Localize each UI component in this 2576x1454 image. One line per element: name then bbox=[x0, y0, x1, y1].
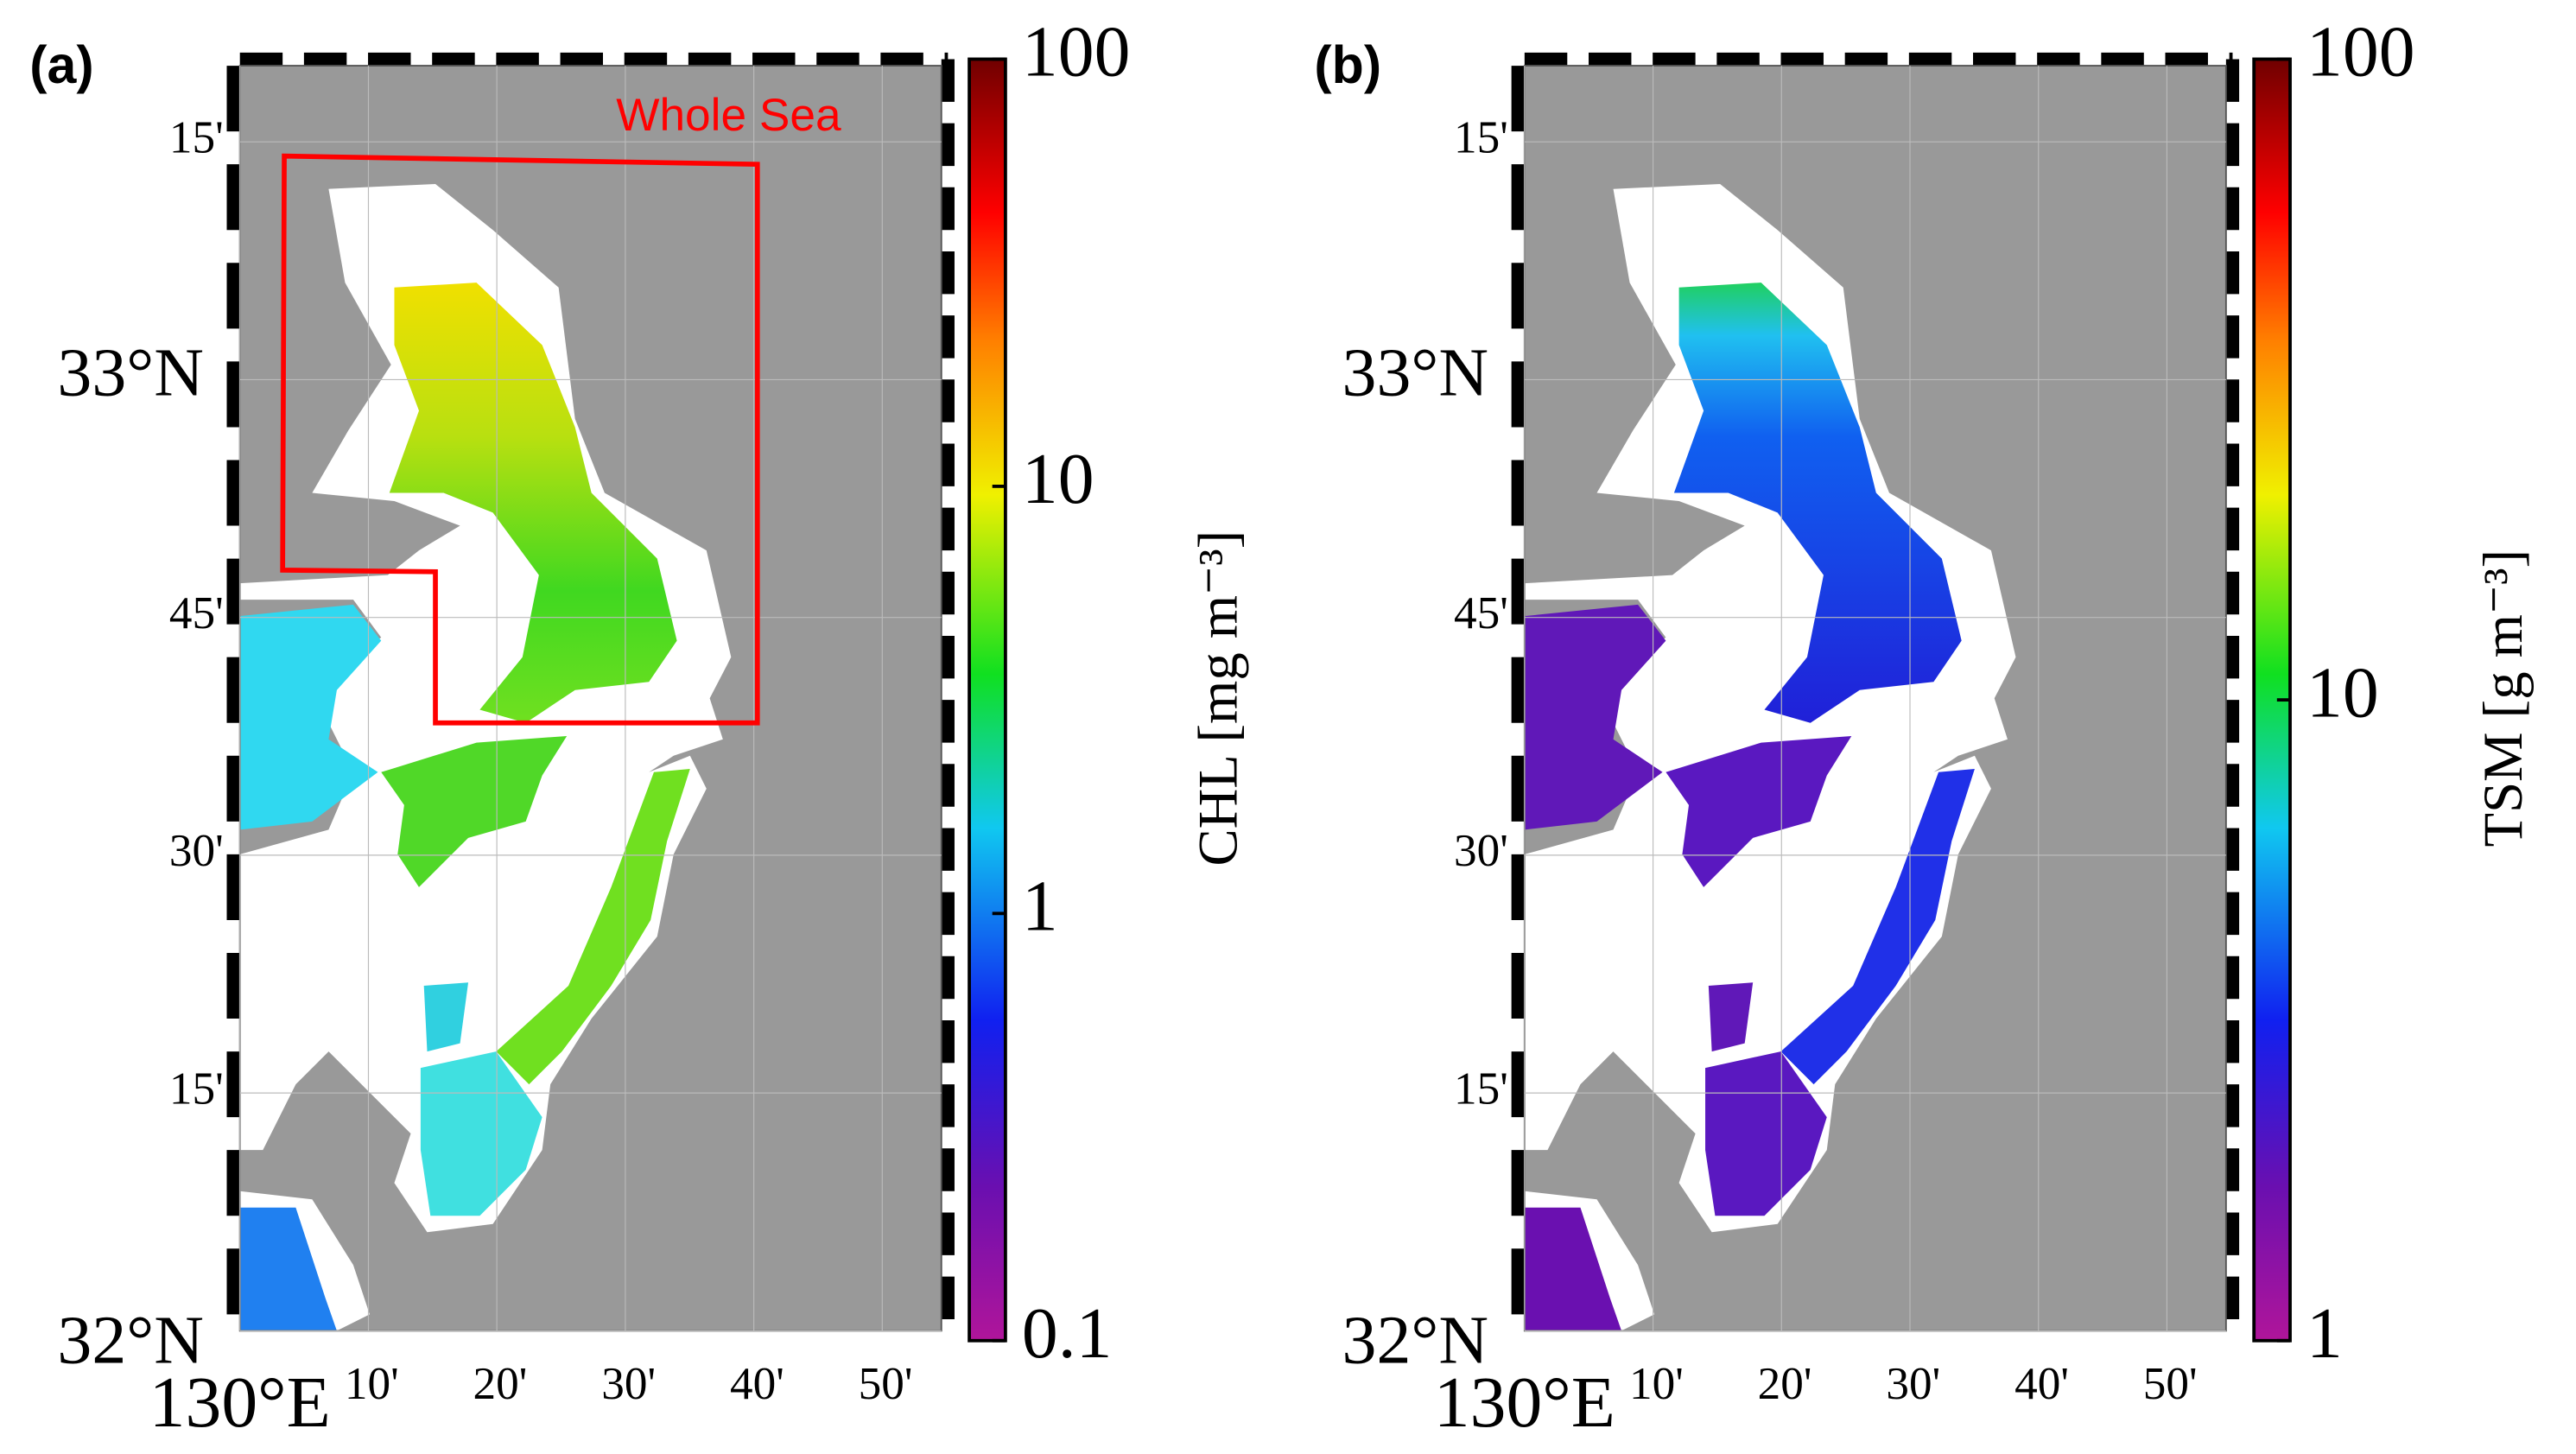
data-field bbox=[423, 982, 469, 1052]
colorbar-tick-label: 1 bbox=[1022, 867, 1058, 947]
x-tick-label: 10' bbox=[345, 1358, 399, 1409]
colorbar-tick-label: 1 bbox=[2306, 1293, 2343, 1374]
panel-label: (a) bbox=[29, 35, 93, 94]
region-outline bbox=[280, 153, 760, 726]
data-field bbox=[239, 1207, 337, 1331]
x-tick-label: 20' bbox=[1758, 1358, 1812, 1409]
x-tick-label: 40' bbox=[730, 1358, 784, 1409]
x-tick-label: 50' bbox=[2143, 1358, 2198, 1409]
y-tick-label: 15' bbox=[1454, 111, 1508, 162]
data-field bbox=[239, 604, 382, 830]
data-field bbox=[1673, 283, 1962, 723]
y-tick-label: 33°N bbox=[1342, 335, 1488, 411]
y-tick-label: 15' bbox=[169, 111, 224, 162]
data-field bbox=[1666, 735, 1852, 887]
y-tick-label: 15' bbox=[169, 1063, 224, 1114]
y-tick-label: 30' bbox=[1454, 825, 1508, 876]
region-label: Whole Sea bbox=[616, 90, 841, 141]
colorbar-label: TSM [g m⁻³] bbox=[2471, 549, 2534, 847]
data-field bbox=[389, 283, 677, 723]
x-tick-label: 40' bbox=[2014, 1358, 2069, 1409]
map-panel: 130°E 10' 20' 30' 40' 50' 32°N 15' 30' 45' 33°N 15'… bbox=[29, 12, 1248, 1443]
y-tick-label: 32°N bbox=[1342, 1303, 1488, 1379]
colorbar-tick-label: 100 bbox=[1022, 12, 1130, 92]
x-tick-label: 20' bbox=[473, 1358, 528, 1409]
x-tick-label: 30' bbox=[601, 1358, 656, 1409]
data-field bbox=[381, 735, 568, 887]
y-tick-label: 30' bbox=[169, 825, 224, 876]
x-tick-label: 130°E bbox=[149, 1362, 331, 1443]
map-panel: 130°E 10' 20' 30' 40' 50' 32°N 15' 30' 45' 33°N 15'… bbox=[1314, 12, 2533, 1443]
colorbar-tick-label: 10 bbox=[1022, 439, 1094, 519]
colorbar-tick-label: 100 bbox=[2306, 12, 2414, 92]
data-field bbox=[496, 768, 690, 1085]
data-field bbox=[1524, 1207, 1622, 1331]
colorbar-tick-label: 10 bbox=[2306, 652, 2379, 733]
y-tick-label: 33°N bbox=[57, 335, 203, 411]
x-tick-label: 130°E bbox=[1434, 1362, 1615, 1443]
data-field bbox=[1524, 604, 1666, 830]
panel-label: (b) bbox=[1314, 35, 1381, 94]
x-tick-label: 50' bbox=[859, 1358, 913, 1409]
x-tick-label: 10' bbox=[1629, 1358, 1684, 1409]
colorbar-label: CHL [mg m⁻³] bbox=[1187, 530, 1249, 867]
y-tick-label: 32°N bbox=[57, 1303, 203, 1379]
x-tick-label: 30' bbox=[1886, 1358, 1940, 1409]
y-tick-label: 15' bbox=[1454, 1063, 1508, 1114]
colorbar-tick-label: 0.1 bbox=[1022, 1293, 1113, 1374]
data-field bbox=[1780, 768, 1975, 1085]
y-tick-label: 45' bbox=[169, 587, 224, 638]
data-field bbox=[1708, 982, 1754, 1052]
y-tick-label: 45' bbox=[1454, 587, 1508, 638]
colorbar bbox=[968, 57, 1007, 1343]
